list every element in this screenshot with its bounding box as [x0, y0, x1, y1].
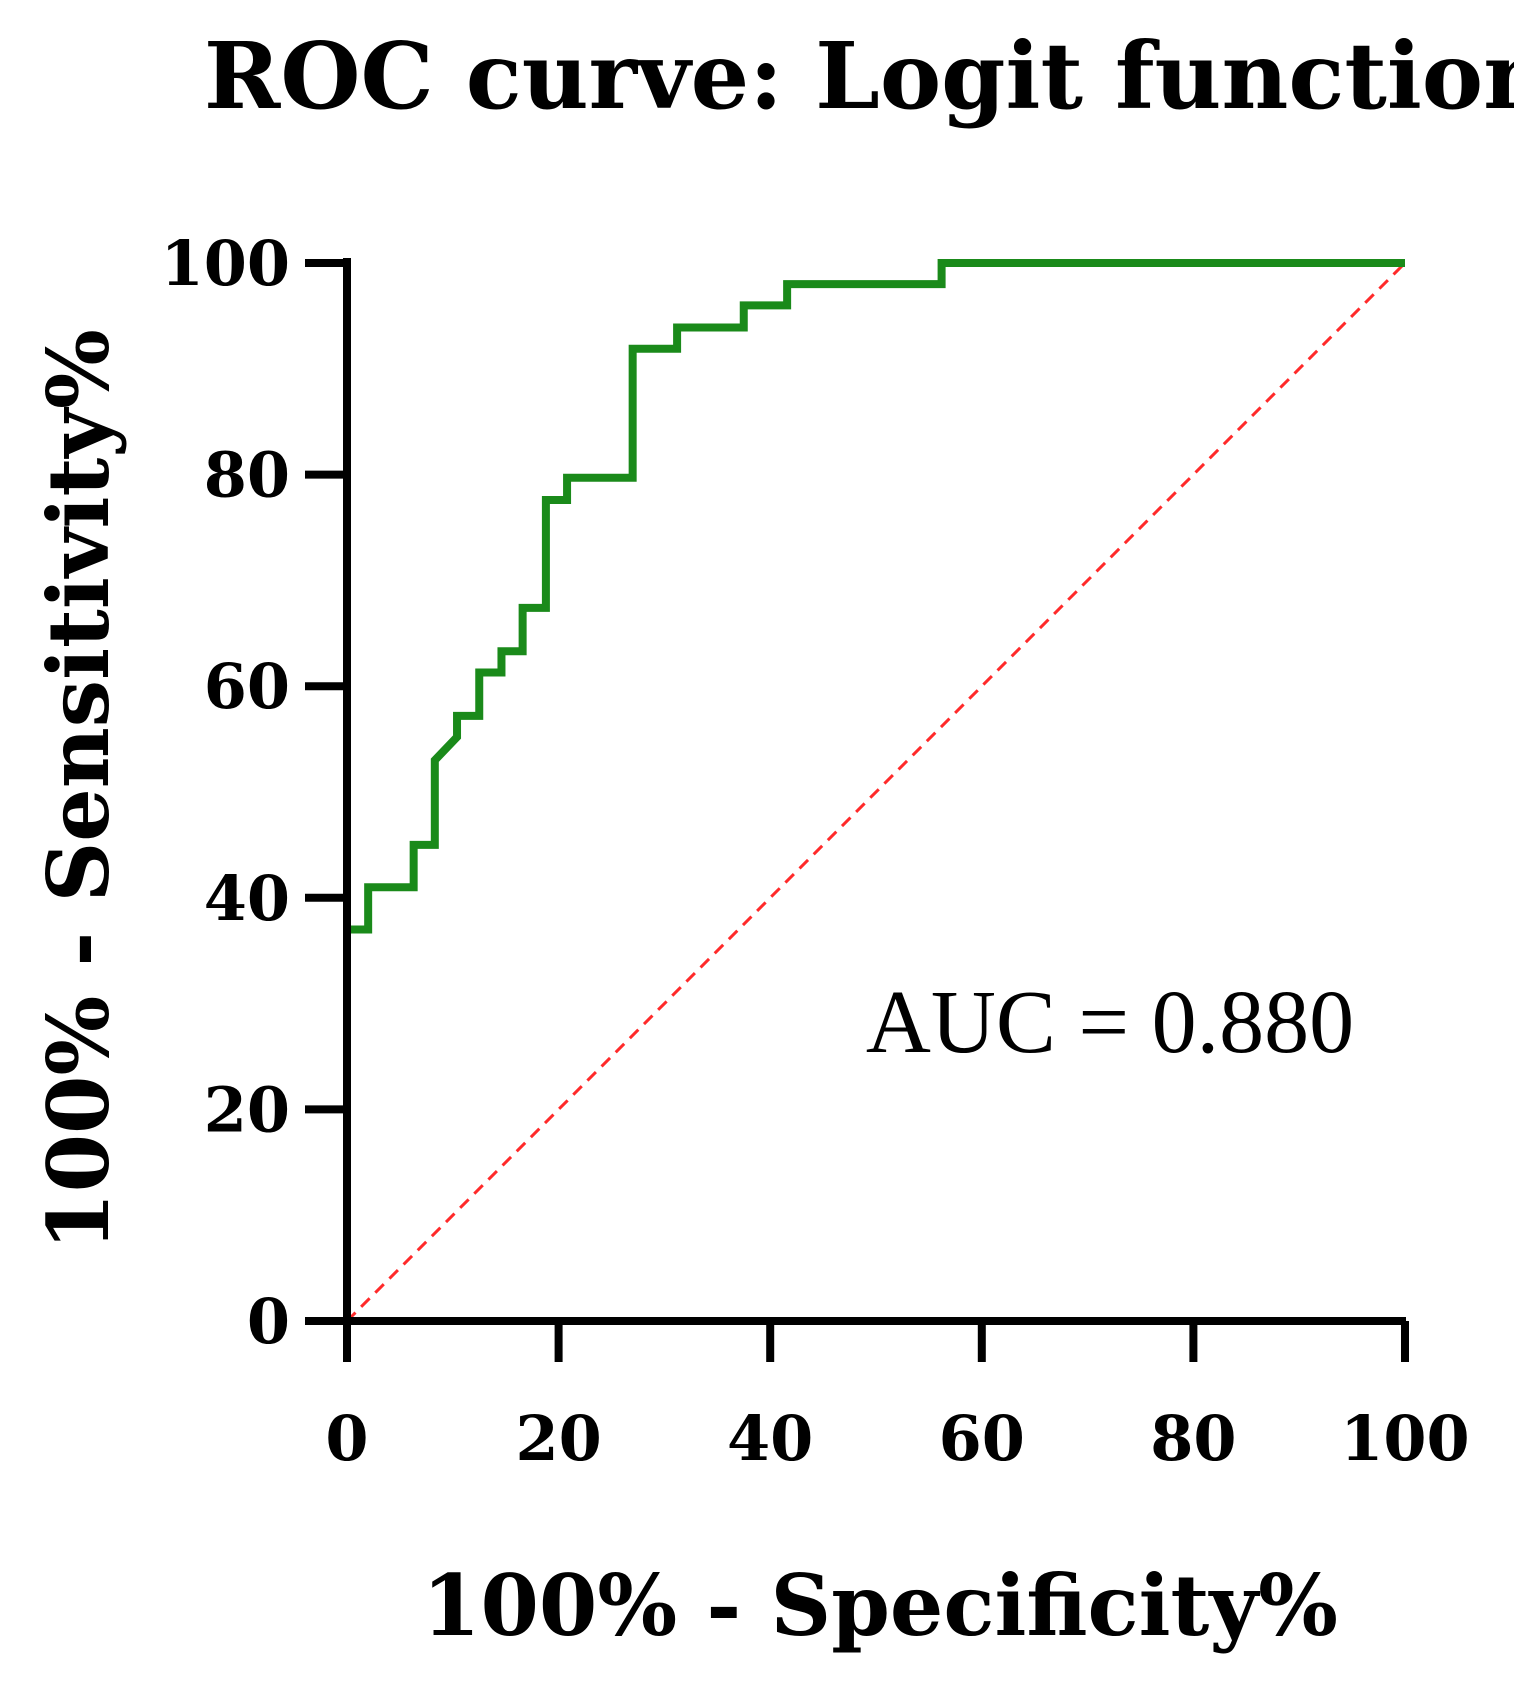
- roc-curve-line: [343, 259, 1405, 1321]
- x-ticks: 0 20 40 60 80 100: [325, 1321, 1470, 1475]
- y-tick-label: 40: [204, 862, 290, 935]
- x-tick-label: 80: [1150, 1402, 1236, 1475]
- plot-area: [343, 259, 1407, 1323]
- y-tick-label: 0: [247, 1285, 290, 1358]
- y-tick-label: 100: [161, 227, 290, 300]
- y-axis-label: 100% - Sensitivity%: [29, 329, 128, 1251]
- reference-line: [345, 261, 1407, 1323]
- x-tick-label: 0: [325, 1402, 368, 1475]
- x-tick-label: 20: [515, 1402, 601, 1475]
- auc-annotation: AUC = 0.880: [866, 973, 1354, 1072]
- x-tick-label: 40: [727, 1402, 813, 1475]
- x-axis-label: 100% - Specificity%: [422, 1556, 1338, 1655]
- x-tick-label: 100: [1340, 1402, 1469, 1475]
- x-tick-label: 60: [939, 1402, 1025, 1475]
- y-tick-label: 80: [204, 439, 290, 512]
- y-tick-label: 20: [204, 1073, 290, 1146]
- y-ticks: 0 20 40 60 80 100: [161, 227, 347, 1358]
- y-tick-label: 60: [204, 650, 290, 723]
- chart-title: ROC curve: Logit function: [204, 22, 1514, 130]
- axes: 0 20 40 60 80 100 0 20 40 60 80 100: [161, 227, 1470, 1475]
